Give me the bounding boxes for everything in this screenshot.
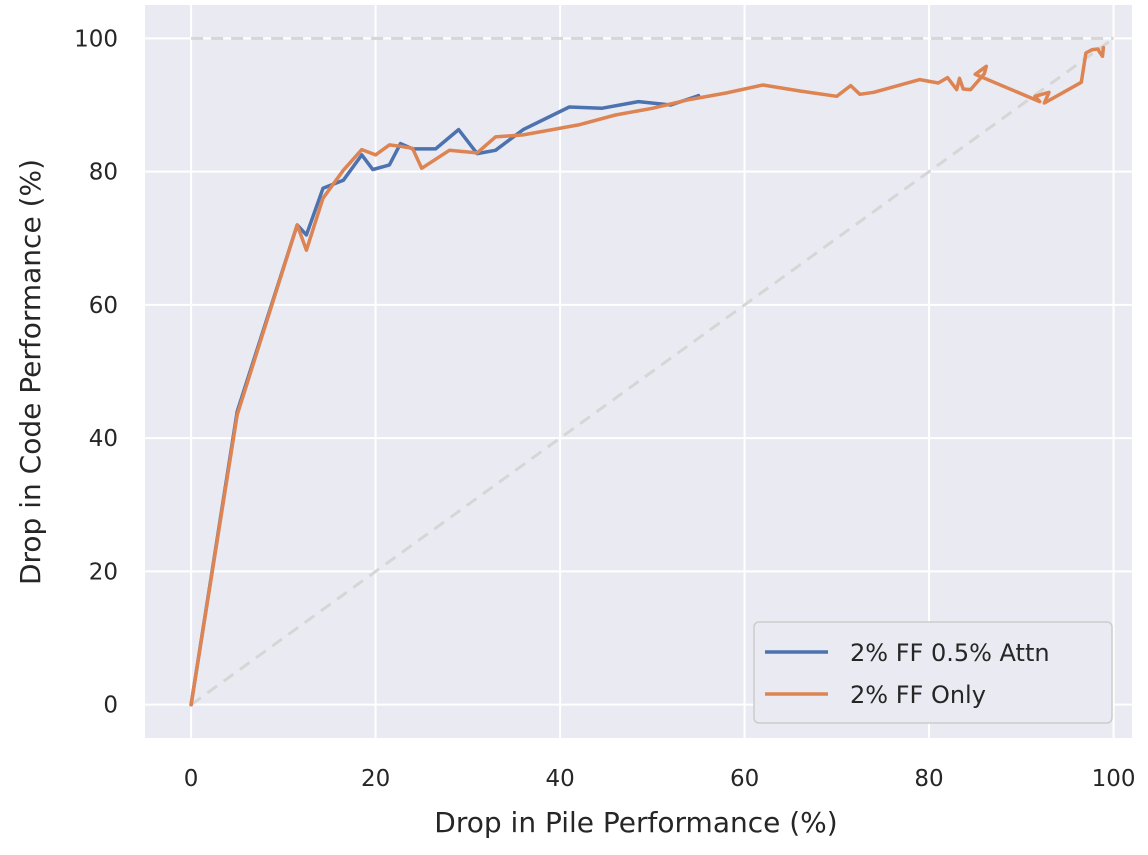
plot-background [145,5,1132,738]
legend-box [753,621,1113,724]
legend: 2% FF 0.5% Attn 2% FF Only [753,621,1113,724]
x-tick-label: 40 [545,766,574,792]
y-tick-label: 60 [89,293,118,319]
y-tick-labels: 0 20 40 60 80 100 [74,26,118,718]
y-tick-label: 80 [89,160,118,186]
x-tick-label: 60 [730,766,759,792]
y-tick-label: 40 [89,426,118,452]
legend-label-2pct-ff-only: 2% FF Only [850,681,986,709]
x-tick-label: 100 [1092,766,1136,792]
y-tick-label: 20 [89,559,118,585]
series-line-2pct-ff-only [189,45,1106,707]
x-axis-label: Drop in Pile Performance (%) [434,806,837,839]
reference-lines [190,36,1115,706]
reference-line-diagonal [190,37,1115,706]
x-tick-label: 0 [184,766,199,792]
x-tick-label: 20 [361,766,390,792]
y-tick-label: 100 [74,26,118,52]
x-tick-label: 80 [914,766,943,792]
legend-label-2pct-ff-0-5pct-attn: 2% FF 0.5% Attn [850,639,1050,667]
y-tick-label: 0 [103,693,118,719]
y-axis-label: Drop in Code Performance (%) [14,159,47,585]
x-tick-labels: 0 20 40 60 80 100 [184,766,1136,792]
series-lines [189,45,1106,707]
